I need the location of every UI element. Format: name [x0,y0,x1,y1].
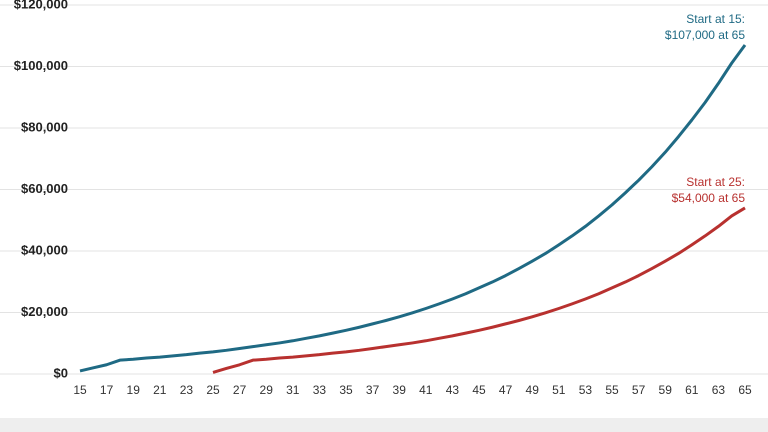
y-tick-label: $60,000 [21,181,68,196]
x-tick-label: 23 [180,383,194,397]
x-tick-label: 33 [313,383,327,397]
x-tick-label: 31 [286,383,300,397]
y-tick-label: $20,000 [21,304,68,319]
y-tick-label: $80,000 [21,119,68,134]
x-tick-label: 43 [446,383,460,397]
annotation: $107,000 at 65 [665,28,745,42]
x-tick-label: 49 [526,383,540,397]
x-tick-label: 17 [100,383,114,397]
x-tick-label: 63 [712,383,726,397]
x-tick-label: 55 [605,383,619,397]
x-tick-label: 35 [339,383,353,397]
y-tick-label: $40,000 [21,242,68,257]
x-tick-label: 61 [685,383,699,397]
x-tick-label: 21 [153,383,167,397]
x-tick-label: 47 [499,383,513,397]
series-line [212,206,746,374]
y-tick-label: $0 [54,365,68,380]
x-tick-label: 51 [552,383,566,397]
x-tick-label: 19 [127,383,141,397]
x-tick-label: 37 [366,383,380,397]
y-tick-label: $100,000 [14,58,68,73]
x-tick-label: 15 [73,383,87,397]
x-tick-label: 27 [233,383,247,397]
x-tick-label: 57 [632,383,646,397]
annotation: $54,000 at 65 [672,191,746,205]
x-tick-label: 25 [206,383,220,397]
annotation: Start at 25: [686,175,745,189]
x-tick-label: 65 [738,383,752,397]
bottom-strip [0,418,768,432]
x-tick-label: 53 [579,383,593,397]
series-line [79,44,747,373]
x-tick-label: 59 [659,383,673,397]
x-tick-label: 29 [260,383,274,397]
annotation: Start at 15: [686,12,745,26]
x-tick-label: 45 [472,383,486,397]
y-tick-label: $120,000 [14,0,68,11]
x-tick-label: 39 [393,383,407,397]
x-tick-label: 41 [419,383,433,397]
